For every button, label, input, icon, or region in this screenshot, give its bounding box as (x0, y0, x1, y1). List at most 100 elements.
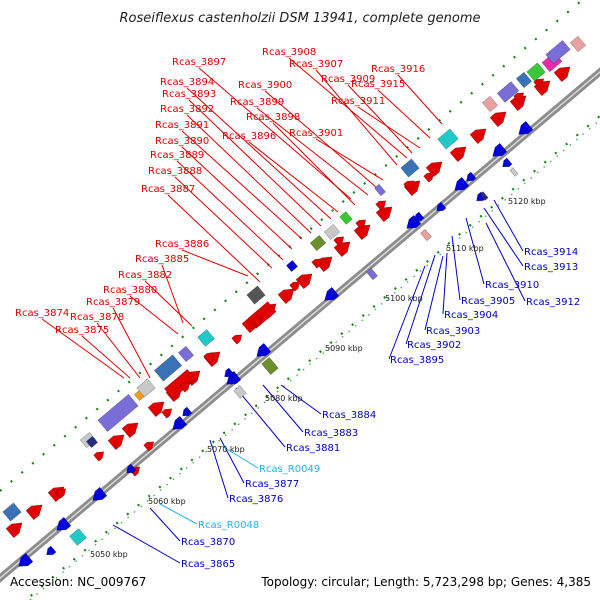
forward-gene-block[interactable] (323, 223, 341, 241)
forward-gene-arrow[interactable] (121, 418, 142, 439)
reverse-gene-block[interactable] (479, 191, 489, 201)
gene-label-rcas-3891[interactable]: Rcas_3891 (155, 120, 209, 131)
gene-label-rcas-3885[interactable]: Rcas_3885 (135, 254, 189, 265)
reverse-gene-arrow[interactable] (15, 552, 34, 570)
gene-label-rcas-3879[interactable]: Rcas_3879 (86, 297, 140, 308)
gene-label-rcas-3880[interactable]: Rcas_3880 (103, 285, 157, 296)
forward-gene-small-arrow[interactable] (423, 170, 437, 183)
forward-gene-arrow[interactable] (147, 397, 168, 418)
forward-gene-small-arrow[interactable] (161, 406, 175, 419)
forward-gene-block[interactable] (481, 95, 499, 113)
gene-label-rcas-3876[interactable]: Rcas_3876 (229, 494, 283, 505)
forward-gene-arrow[interactable] (25, 500, 46, 521)
reverse-gene-block[interactable] (366, 267, 378, 281)
forward-gene-block[interactable] (569, 35, 587, 53)
gene-label-rcas-3901[interactable]: Rcas_3901 (289, 128, 343, 139)
gene-label-rcas-3907[interactable]: Rcas_3907 (289, 59, 343, 70)
forward-gene-arrow[interactable] (277, 284, 298, 305)
forward-gene-arrow[interactable] (469, 124, 490, 145)
forward-gene-block[interactable] (246, 285, 266, 305)
forward-gene-small-arrow[interactable] (355, 217, 369, 230)
gene-label-rcas-3870[interactable]: Rcas_3870 (181, 537, 235, 548)
gene-label-rcas-3889[interactable]: Rcas_3889 (150, 150, 204, 161)
gene-label-rcas-3904[interactable]: Rcas_3904 (444, 310, 498, 321)
gene-label-rcas-3874[interactable]: Rcas_3874 (15, 308, 69, 319)
gene-label-rcas-3899[interactable]: Rcas_3899 (230, 97, 284, 108)
forward-gene-arrow[interactable] (5, 518, 26, 539)
gene-label-rcas-3903[interactable]: Rcas_3903 (426, 326, 480, 337)
gene-label-rcas-3892[interactable]: Rcas_3892 (160, 104, 214, 115)
gene-label-rcas-r0049[interactable]: Rcas_R0049 (259, 464, 320, 475)
forward-gene-small-arrow[interactable] (333, 234, 347, 247)
reverse-gene-arrow[interactable] (403, 214, 422, 232)
reverse-gene-small-arrow[interactable] (124, 463, 137, 476)
gene-label-rcas-3898[interactable]: Rcas_3898 (246, 112, 300, 123)
forward-gene-block[interactable] (339, 211, 353, 225)
gene-label-rcas-3895[interactable]: Rcas_3895 (390, 355, 444, 366)
gene-label-rcas-3890[interactable]: Rcas_3890 (155, 136, 209, 147)
gene-label-rcas-3909[interactable]: Rcas_3909 (321, 74, 375, 85)
gene-label-rcas-3886[interactable]: Rcas_3886 (155, 239, 209, 250)
forward-gene-small-arrow[interactable] (403, 178, 417, 191)
reverse-gene-arrow[interactable] (253, 342, 272, 360)
gene-label-rcas-3882[interactable]: Rcas_3882 (118, 270, 172, 281)
forward-gene-block[interactable] (496, 81, 520, 103)
reverse-gene-block[interactable] (261, 357, 279, 375)
forward-gene-block[interactable] (526, 62, 546, 82)
forward-gene-block[interactable] (197, 329, 215, 347)
forward-gene-block[interactable] (515, 71, 533, 89)
gene-label-rcas-3894[interactable]: Rcas_3894 (160, 77, 214, 88)
forward-gene-block[interactable] (374, 183, 386, 197)
forward-gene-small-arrow[interactable] (375, 198, 389, 211)
gene-label-rcas-3912[interactable]: Rcas_3912 (526, 297, 580, 308)
reverse-gene-block[interactable] (233, 385, 247, 399)
gene-label-rcas-3877[interactable]: Rcas_3877 (245, 479, 299, 490)
reverse-gene-arrow[interactable] (53, 516, 72, 534)
gene-label-rcas-3884[interactable]: Rcas_3884 (322, 410, 376, 421)
gene-label-rcas-3897[interactable]: Rcas_3897 (172, 57, 226, 68)
forward-gene-small-arrow[interactable] (231, 332, 245, 345)
forward-gene-arrow[interactable] (509, 91, 530, 112)
forward-gene-block[interactable] (286, 260, 298, 272)
gene-label-rcas-r0048[interactable]: Rcas_R0048 (198, 520, 259, 531)
gene-label-rcas-3878[interactable]: Rcas_3878 (70, 312, 124, 323)
reverse-gene-small-arrow[interactable] (464, 171, 477, 184)
gene-label-rcas-3883[interactable]: Rcas_3883 (304, 428, 358, 439)
forward-gene-block[interactable] (400, 158, 420, 178)
gene-label-rcas-3911[interactable]: Rcas_3911 (331, 96, 385, 107)
reverse-gene-block[interactable] (420, 228, 432, 242)
reverse-gene-small-arrow[interactable] (434, 201, 447, 214)
reverse-gene-block[interactable] (509, 167, 519, 177)
gene-label-rcas-3865[interactable]: Rcas_3865 (181, 559, 235, 570)
forward-gene-block[interactable] (86, 436, 98, 448)
reverse-gene-arrow[interactable] (321, 286, 340, 304)
gene-label-rcas-3875[interactable]: Rcas_3875 (55, 325, 109, 336)
gene-label-rcas-3887[interactable]: Rcas_3887 (141, 184, 195, 195)
forward-gene-block[interactable] (309, 234, 327, 252)
forward-gene-small-arrow[interactable] (289, 279, 303, 292)
reverse-gene-small-arrow[interactable] (180, 406, 193, 419)
forward-gene-small-arrow[interactable] (143, 439, 157, 452)
gene-label-rcas-3915[interactable]: Rcas_3915 (351, 79, 405, 90)
gene-label-rcas-3916[interactable]: Rcas_3916 (371, 64, 425, 75)
gene-label-rcas-3893[interactable]: Rcas_3893 (162, 89, 216, 100)
reverse-gene-arrow[interactable] (515, 120, 534, 138)
reverse-gene-arrow[interactable] (169, 415, 188, 433)
forward-gene-arrow[interactable] (489, 107, 510, 128)
forward-gene-small-arrow[interactable] (251, 314, 265, 327)
gene-label-rcas-3908[interactable]: Rcas_3908 (262, 47, 316, 58)
gene-label-rcas-3902[interactable]: Rcas_3902 (407, 340, 461, 351)
gene-label-rcas-3905[interactable]: Rcas_3905 (461, 296, 515, 307)
forward-gene-block[interactable] (545, 39, 571, 65)
forward-gene-block[interactable] (177, 345, 195, 363)
forward-gene-small-arrow[interactable] (93, 449, 107, 462)
forward-gene-block[interactable] (2, 502, 22, 522)
reverse-gene-block[interactable] (69, 528, 87, 546)
forward-gene-small-arrow[interactable] (533, 76, 547, 89)
forward-gene-block[interactable] (153, 354, 183, 382)
gene-label-rcas-3881[interactable]: Rcas_3881 (286, 443, 340, 454)
forward-gene-block[interactable] (437, 128, 459, 150)
forward-gene-small-arrow[interactable] (179, 380, 193, 393)
reverse-gene-small-arrow[interactable] (412, 211, 425, 224)
reverse-gene-small-arrow[interactable] (44, 545, 57, 558)
